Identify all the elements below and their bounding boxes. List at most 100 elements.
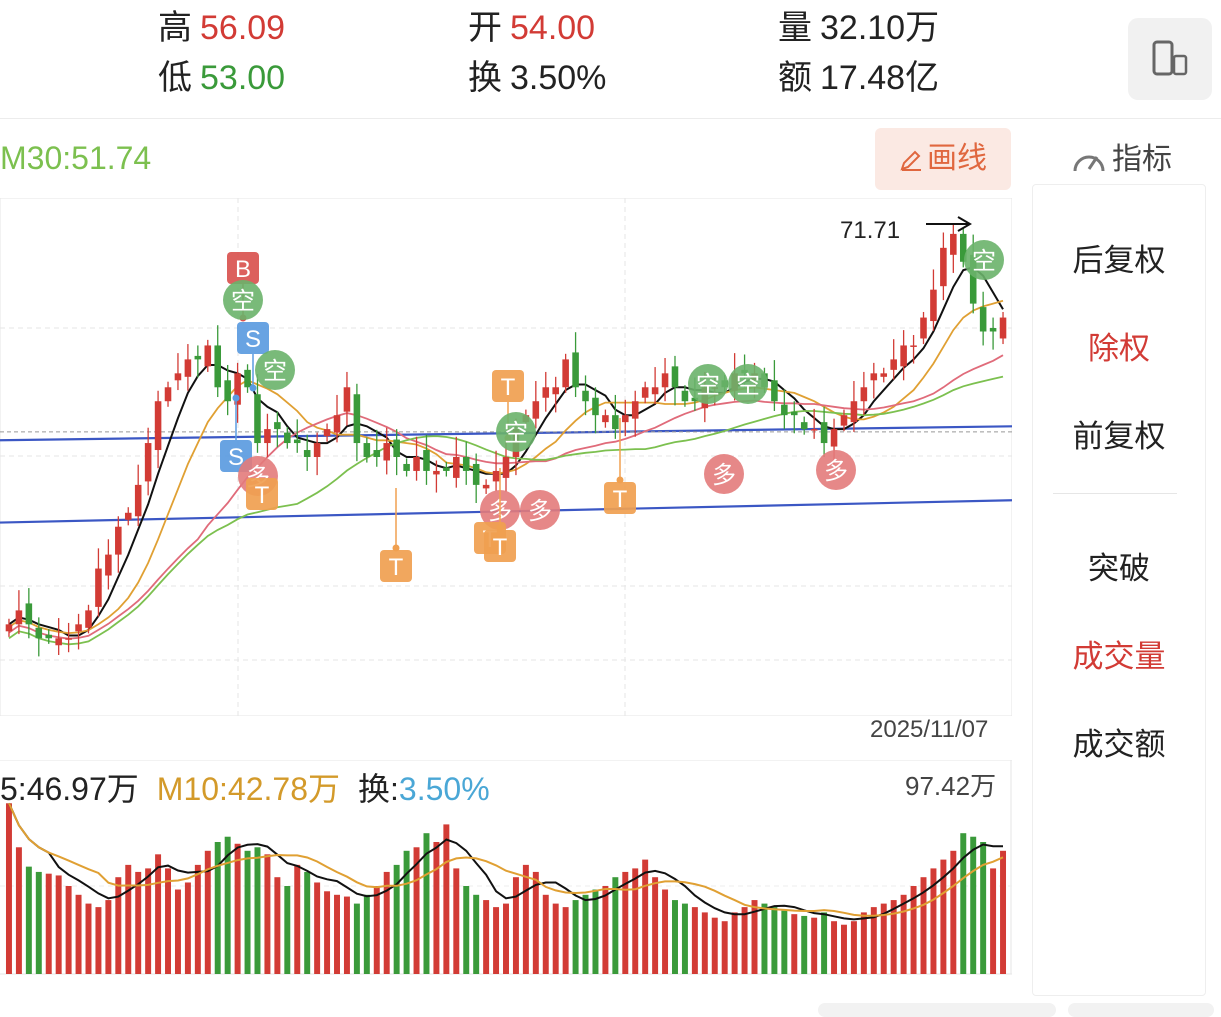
candle-body [482, 484, 490, 489]
candle-body [622, 415, 629, 423]
ma30-readout: M30:51.74 [0, 140, 152, 176]
speedometer-icon [1073, 155, 1105, 172]
candle-63 [631, 390, 639, 437]
trade-marker-0-bg [246, 478, 278, 510]
volume-bar-96 [960, 833, 967, 974]
option-amount[interactable]: 成交额 [1072, 727, 1166, 762]
candle-body [383, 443, 390, 461]
volume-bar-6 [65, 886, 72, 974]
candle-body [234, 373, 241, 405]
short-bubble-4: 空 [728, 364, 768, 404]
candle-33 [333, 394, 341, 443]
candle-body [950, 233, 957, 255]
volume-bar-65 [652, 877, 659, 974]
sell-marker-1-text: S [228, 444, 244, 471]
candle-body [105, 554, 112, 576]
candle-47 [472, 453, 480, 504]
option-pre-adjusted[interactable]: 前复权 [1072, 419, 1166, 454]
candle-15 [154, 390, 162, 469]
candle-81 [810, 408, 818, 439]
volume-chart[interactable] [0, 759, 1012, 978]
option-post-adjusted[interactable]: 后复权 [1072, 243, 1166, 278]
candle-body [65, 638, 72, 640]
candle-37 [373, 429, 381, 467]
volume-bar-77 [771, 907, 778, 974]
candle-95 [950, 223, 957, 273]
volume-bar-30 [304, 871, 311, 974]
volume-bar-69 [691, 907, 698, 974]
candle-80 [800, 416, 808, 435]
option-volume[interactable]: 成交量 [1072, 639, 1166, 674]
volume-bar-40 [403, 850, 410, 974]
short-bubble-1-bg [255, 350, 295, 390]
candle-55 [552, 376, 559, 413]
volume-bar-84 [840, 924, 847, 974]
volume-bar-9 [95, 907, 102, 974]
candle-body [472, 463, 480, 485]
volume-bar-72 [721, 921, 728, 974]
phone-landscape-icon [1152, 40, 1188, 76]
candle-body [651, 387, 659, 395]
trade-marker-4: T [484, 530, 516, 562]
candle-77 [771, 360, 778, 411]
candle-body [592, 397, 599, 416]
candle-body [284, 432, 291, 444]
sell-marker-0-stem-dot [249, 384, 257, 392]
draw-line-button[interactable]: 画线 [875, 128, 1011, 190]
volume-bar-79 [791, 914, 798, 974]
stat-turnover: 换 3.50% [468, 58, 606, 98]
candle-41 [413, 436, 420, 481]
stat-low-value: 53.00 [200, 59, 286, 97]
volume-bar-48 [483, 900, 490, 974]
candle-13 [134, 464, 142, 527]
volume-bar-80 [801, 915, 808, 974]
volume-bar-13 [135, 871, 142, 974]
candle-79 [790, 401, 798, 434]
volume-bar-14 [145, 868, 152, 974]
volume-bar-94 [940, 859, 947, 974]
buy-marker-bg [227, 252, 259, 284]
volume-max-label: 97.42万 [905, 771, 997, 801]
candle-35 [353, 383, 361, 462]
candle-body [333, 415, 341, 433]
candle-44 [443, 461, 450, 477]
indicators-tab[interactable]: 指标 [1072, 134, 1172, 178]
bottom-control-left[interactable] [818, 1003, 1056, 1017]
option-breakout[interactable]: 突破 [1088, 551, 1150, 586]
candle-body [164, 387, 172, 402]
sell-marker-0-text: S [245, 326, 261, 353]
candle-68 [681, 385, 689, 407]
candle-body [154, 401, 162, 451]
volume-bar-18 [184, 882, 191, 974]
volume-bar-73 [731, 912, 738, 974]
volume-bar-20 [204, 850, 211, 974]
candle-body [969, 254, 977, 304]
volume-bar-93 [930, 868, 937, 974]
candle-body [910, 345, 917, 347]
volume-bar-37 [373, 886, 380, 974]
candle-body [413, 457, 420, 471]
buy-marker-text: B [235, 256, 251, 283]
trade-marker-2-text: T [501, 374, 516, 401]
candle-49 [492, 450, 500, 492]
trade-marker-1-bg [380, 550, 412, 582]
volume-bar-58 [582, 894, 589, 974]
vol-ma10-readout: M10:42.78万 [156, 771, 341, 807]
candle-body [661, 373, 669, 388]
bottom-control-right[interactable] [1068, 1003, 1214, 1017]
candle-body [999, 317, 1007, 339]
candle-body [274, 422, 281, 430]
trade-marker-5: T [604, 482, 636, 514]
kline-chart[interactable]: B空S空S多TTT空多多TTT空空多多空 71.71 [0, 197, 1013, 717]
volume-bar-89 [890, 900, 897, 974]
candle-26 [264, 413, 271, 457]
candle-body [800, 422, 808, 430]
candle-body [214, 345, 222, 388]
trade-marker-2: T [492, 370, 524, 402]
pencil-icon [900, 150, 921, 172]
device-toggle-button[interactable] [1128, 18, 1212, 100]
candle-body [641, 387, 649, 398]
volume-bar-76 [761, 903, 768, 974]
option-ex-rights[interactable]: 除权 [1088, 331, 1150, 366]
volume-bar-38 [383, 871, 390, 974]
